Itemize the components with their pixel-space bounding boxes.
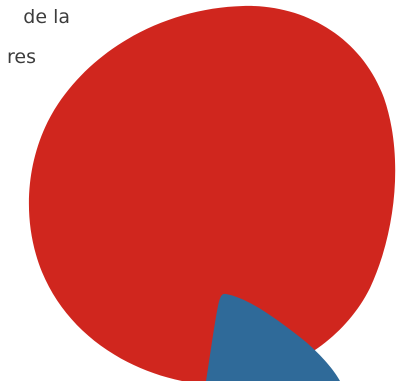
caption-line-2: res (7, 46, 36, 68)
blue-blob-shape (206, 293, 340, 381)
caption-line-1: de la (23, 6, 70, 28)
red-blob-shape (28, 5, 396, 381)
